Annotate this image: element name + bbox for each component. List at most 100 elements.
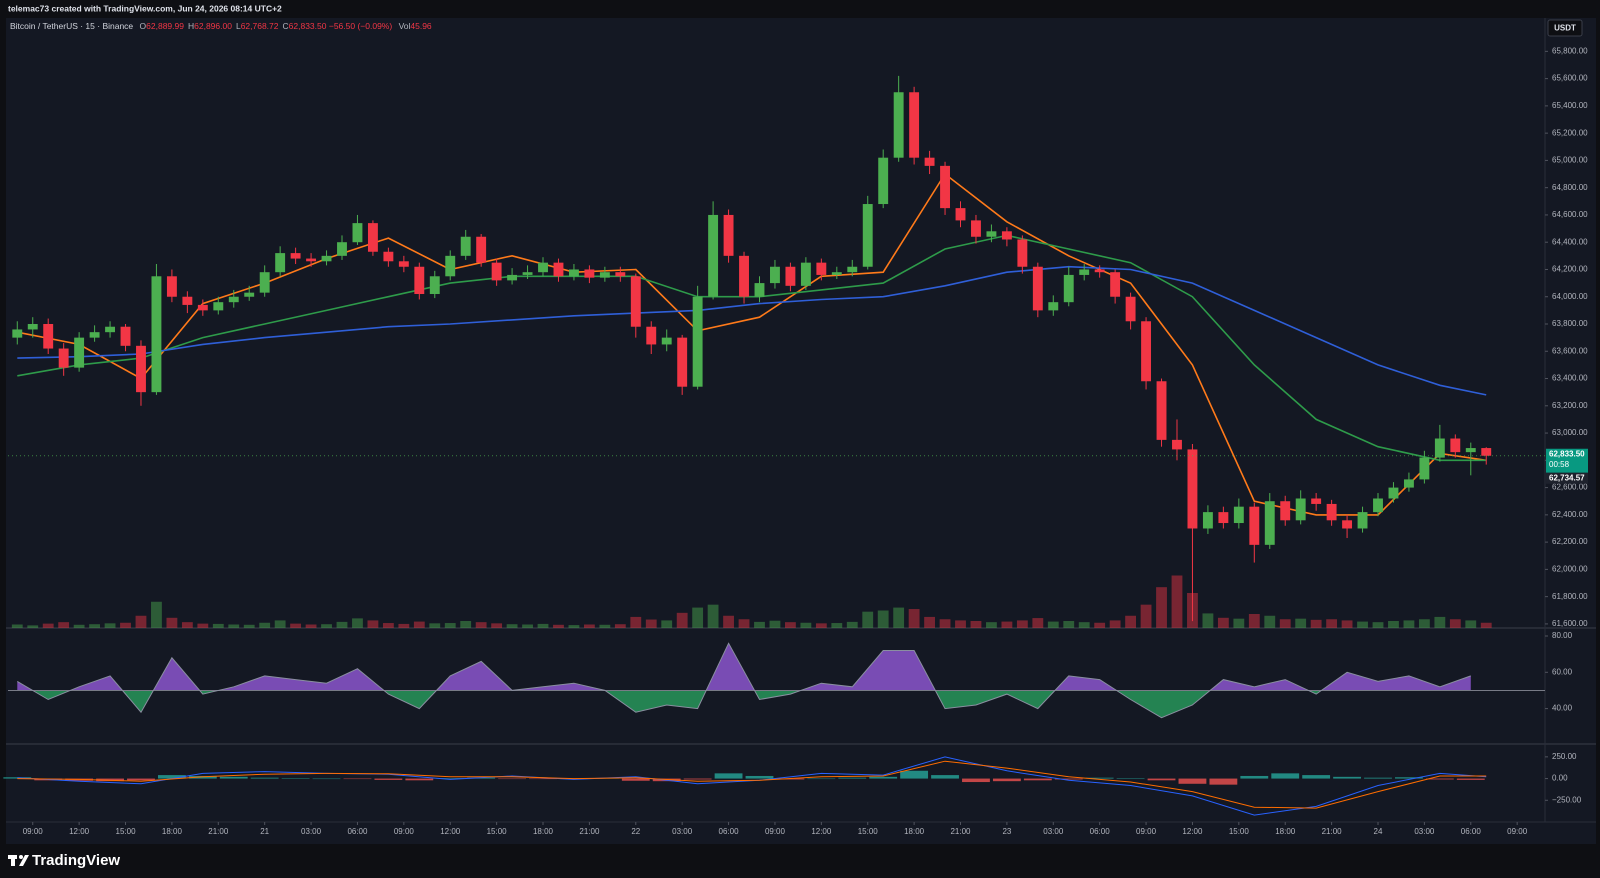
vol-key: Vol	[398, 21, 411, 31]
macd-histogram-bar	[900, 770, 929, 779]
candle-body	[27, 324, 38, 330]
volume-bar	[955, 620, 966, 628]
volume-bar	[274, 620, 286, 628]
candle-body	[1094, 269, 1105, 273]
x-tick-label: 03:00	[1043, 827, 1064, 836]
candle-body	[1280, 501, 1291, 521]
volume-bar	[1388, 621, 1399, 628]
volume-bar	[1264, 615, 1276, 628]
x-tick-label: 09:00	[765, 827, 786, 836]
candle-body	[770, 266, 780, 284]
volume-bar	[166, 617, 178, 628]
y-tick-label: 61,800.00	[1552, 592, 1588, 601]
volume-bar	[939, 619, 951, 628]
candle-body	[816, 262, 827, 275]
y-tick-label: 64,200.00	[1552, 265, 1588, 274]
candle-body	[1311, 498, 1322, 504]
candle-body	[646, 326, 657, 345]
candle-body	[460, 236, 471, 256]
candle-body	[1233, 506, 1244, 524]
macd-histogram-bar	[1364, 777, 1392, 779]
volume-bar	[630, 616, 642, 628]
candle-body	[831, 272, 842, 275]
candle-body	[1172, 439, 1182, 450]
volume-bar	[924, 616, 935, 628]
price-tag-box	[1546, 472, 1588, 484]
price-tag: 62,734.57	[1549, 473, 1585, 482]
volume-bar	[862, 611, 874, 628]
volume-bar	[522, 624, 533, 628]
ohlc-key: L	[235, 21, 241, 31]
x-tick-label: 09:00	[394, 827, 415, 836]
macd-histogram-bar	[1209, 778, 1238, 785]
volume-bar	[692, 607, 704, 628]
volume-bar	[42, 623, 54, 628]
ohlc-key: H	[187, 21, 195, 31]
candle-body	[1295, 498, 1306, 521]
volume-bar	[831, 623, 843, 628]
volume-bar	[1310, 619, 1322, 628]
macd-histogram-bar	[1116, 778, 1145, 779]
candle-body	[244, 292, 255, 297]
volume-bar	[599, 624, 611, 628]
y-tick-label: 63,800.00	[1552, 319, 1588, 328]
x-tick-label: 03:00	[301, 827, 322, 836]
y-tick-label: 65,400.00	[1552, 101, 1588, 110]
x-tick-label: 15:00	[858, 827, 879, 836]
volume-bar	[769, 620, 781, 628]
price-tag: 62,833.50	[1549, 449, 1585, 458]
x-tick-label: 03:00	[672, 827, 693, 836]
candle-body	[754, 283, 765, 297]
volume-bar	[614, 624, 626, 628]
macd-histogram-bar	[3, 777, 32, 779]
volume-bar	[1295, 618, 1307, 628]
volume-bar	[893, 607, 905, 628]
x-tick-label: 12:00	[69, 827, 90, 836]
candle-body	[893, 92, 904, 158]
y-tick-label: 64,600.00	[1552, 210, 1588, 219]
volume-bar	[367, 620, 379, 628]
macd-histogram-bar	[1271, 773, 1300, 779]
volume-bar	[1156, 587, 1167, 628]
x-tick-label: 21:00	[579, 827, 600, 836]
x-tick-label: 18:00	[162, 827, 183, 836]
x-tick-label: 21:00	[208, 827, 229, 836]
candle-body	[445, 255, 456, 277]
y-tick-label: 63,400.00	[1552, 374, 1588, 383]
volume-bar	[506, 624, 518, 628]
volume-bar	[1125, 615, 1137, 628]
macd-histogram-bar	[312, 778, 341, 780]
macd-histogram-bar	[1240, 775, 1269, 779]
volume-bar	[676, 612, 688, 628]
volume-bar	[1449, 619, 1461, 628]
candle-body	[955, 208, 966, 221]
candle-body	[1388, 487, 1399, 499]
candle-body	[1481, 448, 1492, 456]
macd-histogram-bar	[931, 775, 959, 779]
volume-bar	[352, 618, 363, 628]
y-tick-label: 62,200.00	[1552, 537, 1588, 546]
macd-histogram-bar	[869, 776, 898, 779]
candle-body	[723, 214, 734, 256]
volume-bar	[336, 621, 348, 628]
macd-histogram-bar	[1054, 778, 1083, 780]
ohlc-value: 62,889.99	[146, 21, 184, 31]
volume-bar	[413, 621, 425, 628]
macd-histogram-bar	[992, 778, 1021, 782]
candle-body	[1048, 302, 1059, 311]
volume-bar	[73, 624, 85, 628]
candle-body	[909, 92, 920, 158]
volume-bar	[1403, 620, 1415, 628]
candle-body	[1419, 457, 1430, 480]
volume-bar	[1032, 618, 1044, 628]
volume-bar	[661, 620, 673, 628]
ohlc-value: 62,768.72	[240, 21, 279, 31]
x-tick-label: 21:00	[1322, 827, 1343, 836]
candle-body	[553, 262, 564, 277]
volume-bar	[321, 624, 332, 628]
macd-histogram-bar	[127, 778, 155, 781]
symbol: Bitcoin / TetherUS · 15 · Binance	[10, 21, 134, 31]
candle-body	[1032, 266, 1043, 311]
x-tick-label: 06:00	[1090, 827, 1111, 836]
y-tick-label: 60.00	[1552, 667, 1573, 676]
